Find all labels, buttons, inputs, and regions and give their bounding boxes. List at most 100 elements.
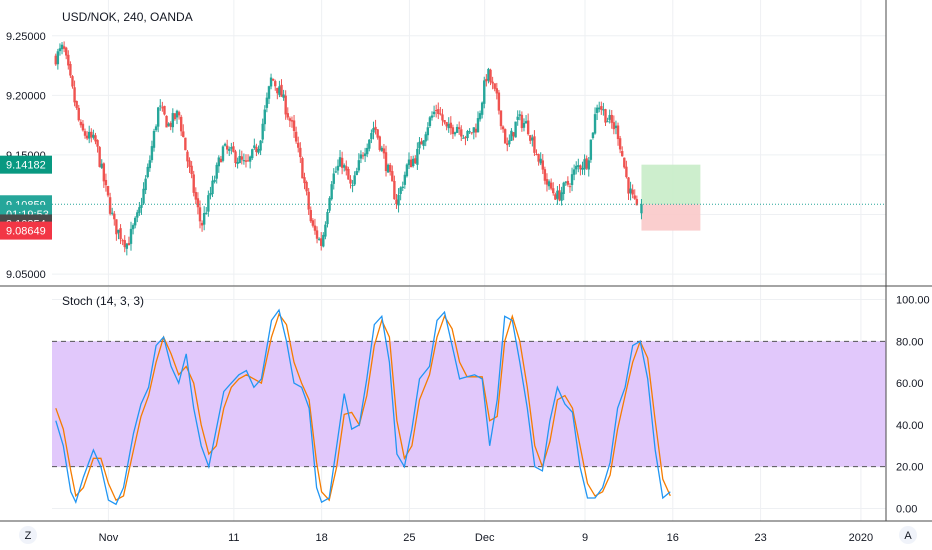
candle-body — [236, 162, 239, 164]
candle — [353, 171, 356, 187]
candle — [161, 101, 164, 112]
candle — [577, 158, 580, 173]
candle-body — [489, 69, 492, 83]
stop-zone[interactable] — [641, 204, 701, 231]
candle-body — [165, 115, 168, 128]
stoch-axis[interactable]: 0.00 20.00 40.00 60.00 80.00 100.00 — [896, 295, 930, 516]
candle — [480, 101, 484, 119]
candle-body — [439, 113, 442, 115]
candle-body — [154, 126, 158, 131]
candle-body — [487, 68, 490, 81]
long-position-tool[interactable] — [641, 164, 701, 231]
candle-body — [631, 189, 634, 195]
candle — [234, 149, 237, 168]
candle-body — [188, 160, 191, 167]
candle — [322, 232, 325, 248]
candle-body — [77, 107, 80, 121]
candle-body — [299, 147, 302, 158]
candle — [483, 76, 486, 109]
price-tick-label: 9.25000 — [6, 31, 46, 43]
target-zone[interactable] — [641, 164, 701, 205]
candle — [407, 152, 411, 169]
candle — [117, 229, 120, 240]
stoch-tick-label: 40.00 — [896, 420, 924, 432]
candle-body — [483, 80, 486, 104]
candle — [610, 110, 613, 129]
candle-body — [610, 114, 613, 123]
candle-body — [96, 140, 99, 147]
candle — [179, 114, 183, 136]
indicator-title[interactable]: Stoch (14, 3, 3) — [62, 294, 144, 308]
candle-body — [501, 126, 505, 130]
candle — [67, 50, 70, 70]
candle-body — [614, 125, 618, 129]
candle-body — [363, 153, 367, 157]
candle — [503, 128, 507, 144]
candle-body — [382, 148, 386, 154]
candle-body — [495, 88, 498, 94]
candle-body — [69, 63, 72, 76]
price-pane[interactable]: USD/NOK, 240, OANDA — [52, 0, 886, 286]
candle-body — [449, 122, 453, 129]
candle — [274, 79, 277, 91]
time-axis[interactable]: Nov 11 18 25 Dec 9 16 23 2020 — [99, 532, 874, 544]
candle — [334, 166, 338, 174]
candle — [556, 185, 559, 205]
candle-body — [455, 126, 459, 133]
candle — [443, 119, 446, 125]
candle-body — [142, 188, 145, 204]
candle — [501, 125, 505, 133]
candle — [261, 118, 264, 144]
candle — [94, 132, 97, 145]
candle — [359, 150, 363, 164]
candle — [374, 119, 377, 135]
stochastic-pane[interactable]: Stoch (14, 3, 3) — [52, 287, 886, 521]
candle-body — [98, 147, 101, 167]
candle-body — [251, 149, 254, 159]
candle-body — [572, 169, 576, 175]
candle — [81, 120, 85, 132]
candle — [88, 125, 91, 144]
candle-body — [223, 143, 227, 146]
candle-body — [58, 48, 62, 52]
candle — [106, 185, 110, 198]
candle — [294, 126, 298, 144]
candle — [324, 221, 327, 240]
candle — [587, 156, 590, 177]
symbol-title[interactable]: USD/NOK, 240, OANDA — [62, 10, 193, 24]
candle — [616, 122, 620, 146]
candle-body — [248, 156, 252, 162]
candle — [301, 156, 304, 179]
candle-body — [539, 158, 542, 164]
timezone-button[interactable]: Z — [19, 526, 37, 544]
candle — [414, 155, 417, 165]
candle-body — [207, 195, 210, 212]
candle-body — [92, 134, 95, 138]
candle-body — [276, 87, 279, 94]
candle — [510, 128, 513, 141]
candle-body — [303, 177, 306, 184]
candle — [361, 152, 365, 160]
last-candle — [640, 199, 643, 220]
candle-body — [411, 158, 415, 167]
candle — [520, 111, 524, 132]
candle — [77, 104, 80, 122]
candle-body — [388, 164, 392, 172]
candle — [366, 143, 369, 158]
candle-body — [612, 122, 616, 130]
candle-body — [453, 132, 457, 135]
candle-body — [583, 159, 586, 170]
auto-scale-button[interactable]: A — [899, 526, 917, 544]
candle-body — [110, 212, 114, 214]
candle-body — [391, 171, 394, 182]
candle-body — [426, 127, 430, 136]
candle — [474, 123, 478, 138]
candle-body — [219, 158, 223, 163]
candle-body — [524, 121, 528, 124]
candle — [238, 149, 241, 164]
candle — [142, 182, 145, 206]
candle — [332, 168, 335, 190]
candle-body — [414, 158, 417, 164]
candle — [384, 145, 388, 177]
